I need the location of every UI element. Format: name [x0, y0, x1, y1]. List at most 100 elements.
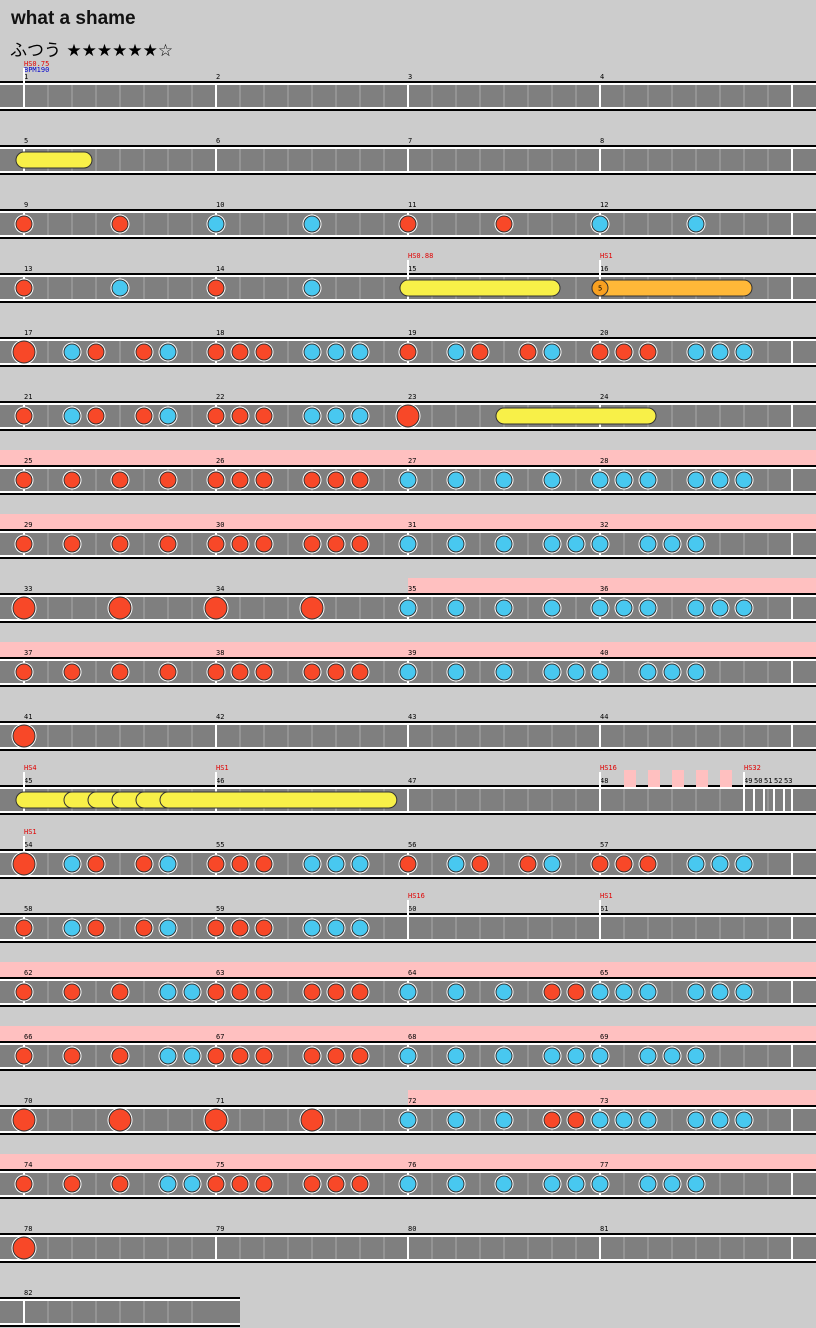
don-note	[159, 663, 177, 681]
ka-note	[399, 535, 417, 553]
balloon-head	[591, 279, 609, 297]
bpm-event: BPM190	[24, 66, 49, 74]
measure-number: 27	[408, 457, 416, 465]
ka-note	[591, 599, 609, 617]
ka-note	[63, 407, 81, 425]
don-note	[567, 1111, 585, 1129]
don-note	[231, 343, 249, 361]
big-don-note	[12, 724, 36, 748]
don-note	[471, 855, 489, 873]
difficulty-label: ふつう	[10, 41, 61, 61]
ka-note	[543, 855, 561, 873]
hs-blocks: 49 50 51 52 53	[624, 770, 792, 813]
don-note	[15, 535, 33, 553]
ka-note	[687, 1111, 705, 1129]
ka-note	[159, 919, 177, 937]
ka-note	[207, 215, 225, 233]
don-note	[231, 919, 249, 937]
don-note	[255, 1175, 273, 1193]
measure-number: 44	[600, 713, 608, 721]
don-note	[255, 343, 273, 361]
don-note	[111, 663, 129, 681]
don-note	[231, 535, 249, 553]
gogo-section	[648, 770, 660, 787]
measure-number: 68	[408, 1033, 416, 1041]
ka-note	[591, 535, 609, 553]
scroll-speed-event: HS32	[744, 764, 761, 772]
measure-number: 77	[600, 1161, 608, 1169]
don-note	[351, 535, 369, 553]
chart-row: 45 46 47 48	[0, 777, 816, 815]
ka-note	[735, 1111, 753, 1129]
don-note	[207, 919, 225, 937]
measure-number: 55	[216, 841, 224, 849]
don-note	[111, 1047, 129, 1065]
don-note	[207, 471, 225, 489]
don-note	[111, 1175, 129, 1193]
measure-number: 22	[216, 393, 224, 401]
don-note	[399, 215, 417, 233]
don-note	[327, 1175, 345, 1193]
ka-note	[543, 343, 561, 361]
measure-number: 79	[216, 1225, 224, 1233]
don-note	[135, 407, 153, 425]
gogo-section	[408, 1090, 816, 1107]
ka-note	[567, 1047, 585, 1065]
ka-note	[591, 1111, 609, 1129]
ka-note	[735, 471, 753, 489]
scroll-speed-event: HS1	[216, 764, 229, 772]
ka-note	[159, 407, 177, 425]
measure-number: 57	[600, 841, 608, 849]
gogo-section	[672, 770, 684, 787]
chart-row: 1 2 3 4	[0, 73, 816, 111]
ka-note	[711, 1111, 729, 1129]
don-note	[87, 343, 105, 361]
don-note	[231, 407, 249, 425]
ka-note	[591, 663, 609, 681]
ka-note	[447, 1047, 465, 1065]
ka-note	[351, 919, 369, 937]
measure-number: 13	[24, 265, 32, 273]
ka-note	[639, 1175, 657, 1193]
big-don-note	[300, 1108, 324, 1132]
measure-number: 17	[24, 329, 32, 337]
don-note	[111, 471, 129, 489]
measure-number: 28	[600, 457, 608, 465]
don-note	[327, 663, 345, 681]
measure-number: 41	[24, 713, 32, 721]
song-title: what a shame	[11, 8, 136, 29]
measure-number: 80	[408, 1225, 416, 1233]
gogo-section	[720, 770, 732, 787]
don-note	[15, 215, 33, 233]
drumroll-note	[159, 791, 398, 809]
don-note	[255, 983, 273, 1001]
measure-number: 32	[600, 521, 608, 529]
scroll-speed-event: HS1	[600, 252, 613, 260]
ka-note	[543, 599, 561, 617]
ka-note	[303, 343, 321, 361]
don-note	[159, 471, 177, 489]
measure-number: 8	[600, 137, 604, 145]
measure-number: 23	[408, 393, 416, 401]
difficulty-stars: ★★★★★★☆	[66, 41, 174, 61]
ka-note	[615, 983, 633, 1001]
ka-note	[327, 407, 345, 425]
ka-note	[663, 1047, 681, 1065]
ka-note	[687, 983, 705, 1001]
chart-row: 33 34 35 36	[0, 578, 816, 623]
don-note	[231, 663, 249, 681]
measure-number: 63	[216, 969, 224, 977]
ka-note	[615, 1111, 633, 1129]
measure-number: 64	[408, 969, 416, 977]
don-note	[255, 855, 273, 873]
measure-number: 81	[600, 1225, 608, 1233]
measure-number: 18	[216, 329, 224, 337]
don-note	[615, 343, 633, 361]
gogo-section	[0, 450, 816, 467]
ka-note	[63, 919, 81, 937]
don-note	[15, 1047, 33, 1065]
measure-number: 16	[600, 265, 608, 273]
don-note	[255, 663, 273, 681]
measure-number: 34	[216, 585, 224, 593]
measure-number: 42	[216, 713, 224, 721]
